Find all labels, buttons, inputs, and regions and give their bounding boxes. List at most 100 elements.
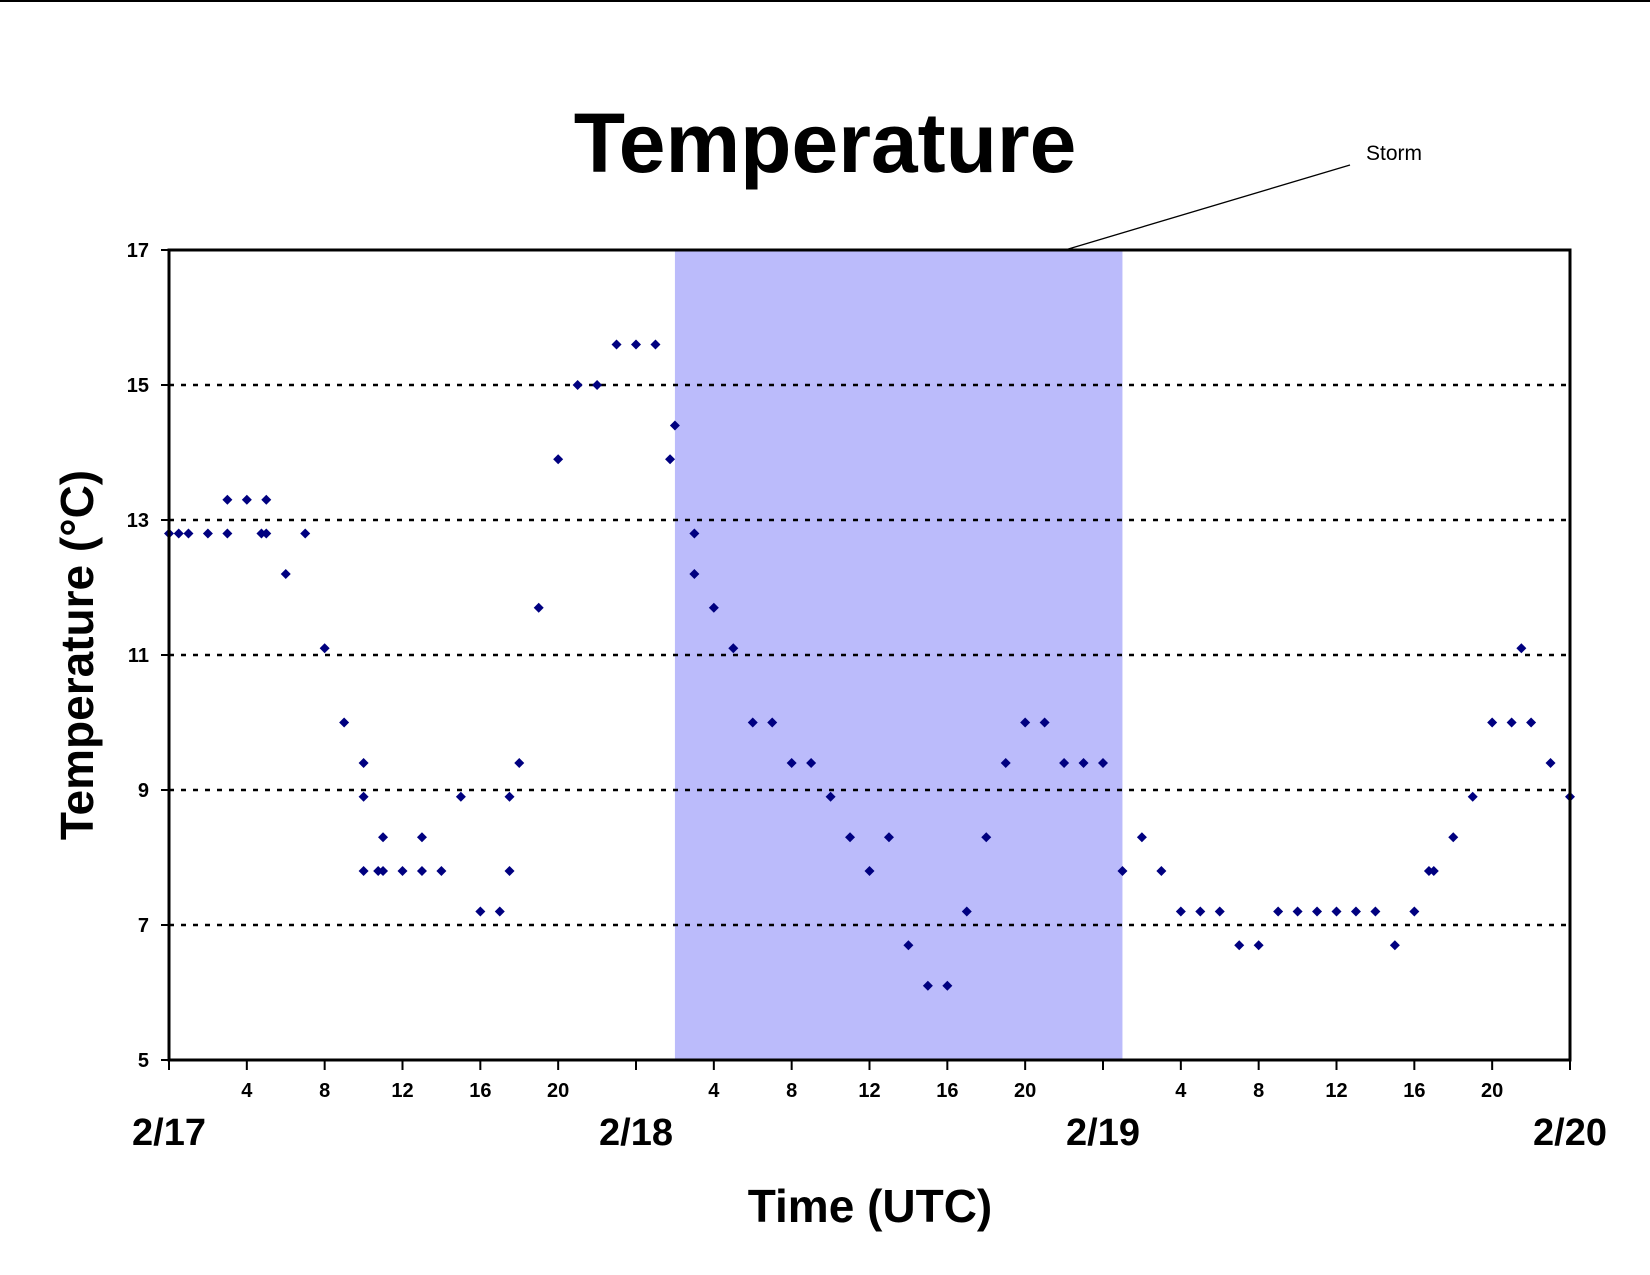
data-point — [358, 791, 369, 802]
date-label: 2/19 — [1066, 1112, 1140, 1154]
data-point — [475, 906, 486, 917]
data-point — [903, 940, 914, 951]
data-point — [183, 528, 194, 539]
data-point — [553, 454, 564, 465]
data-point — [806, 758, 817, 768]
data-point — [961, 906, 972, 917]
data-point — [241, 494, 252, 505]
data-point — [1273, 906, 1284, 917]
data-point — [922, 980, 933, 991]
date-label: 2/17 — [132, 1112, 206, 1154]
data-point — [504, 866, 515, 876]
data-point — [1000, 758, 1011, 768]
data-point — [514, 758, 525, 768]
data-point — [1516, 643, 1527, 654]
data-point — [981, 832, 992, 843]
chart-title: Temperature — [574, 96, 1077, 190]
data-point — [1195, 906, 1206, 917]
data-point — [1428, 866, 1439, 876]
data-point — [261, 528, 272, 539]
data-point — [665, 454, 676, 465]
x-tick-label: 20 — [1481, 1080, 1503, 1102]
x-tick-label: 8 — [786, 1080, 797, 1102]
data-point — [1389, 940, 1400, 951]
data-point — [1020, 717, 1031, 728]
data-point — [533, 602, 544, 613]
x-tick-label: 4 — [241, 1080, 253, 1102]
x-tick-label: 16 — [469, 1080, 491, 1102]
data-point — [883, 832, 894, 843]
data-point — [1292, 906, 1303, 917]
data-point — [1350, 906, 1361, 917]
x-tick-label: 12 — [858, 1080, 880, 1102]
data-point — [1098, 758, 1108, 768]
x-tick-label: 16 — [936, 1080, 958, 1102]
y-tick-label: 15 — [127, 375, 149, 397]
y-axis-title: Temperature (°C) — [51, 470, 103, 840]
data-point — [845, 832, 856, 843]
data-point — [1409, 906, 1420, 917]
data-point — [358, 866, 369, 876]
storm-annotation-line — [1064, 164, 1351, 251]
y-tick-label: 9 — [138, 780, 149, 802]
data-point — [786, 758, 797, 768]
data-point — [689, 569, 700, 579]
data-point — [261, 494, 272, 505]
data-point — [1214, 906, 1225, 917]
data-point — [416, 832, 427, 843]
data-point — [669, 420, 680, 431]
data-point — [1506, 717, 1517, 728]
data-point — [202, 528, 213, 539]
data-point — [825, 791, 836, 802]
data-point — [611, 339, 622, 350]
data-point — [1136, 832, 1147, 843]
data-point — [339, 717, 350, 728]
x-axis-title: Time (UTC) — [748, 1180, 993, 1232]
data-point — [494, 906, 505, 917]
data-point — [504, 791, 515, 802]
data-point — [1059, 758, 1070, 768]
top-border-line — [0, 0, 1650, 2]
date-label: 2/20 — [1533, 1112, 1607, 1154]
data-point — [767, 717, 778, 728]
data-point — [416, 866, 427, 876]
storm-annotation-label: Storm — [1366, 142, 1422, 165]
data-point — [1526, 717, 1537, 728]
data-point — [1156, 866, 1167, 876]
y-tick-label: 7 — [138, 915, 149, 937]
data-point — [708, 602, 719, 613]
x-tick-label: 8 — [1253, 1080, 1264, 1102]
storm-band — [674, 250, 1123, 1060]
x-tick-label: 4 — [708, 1080, 720, 1102]
data-point — [436, 866, 447, 876]
data-point — [1234, 940, 1245, 951]
data-point — [455, 791, 466, 802]
x-tick-label: 20 — [547, 1080, 569, 1102]
x-tick-label: 16 — [1403, 1080, 1425, 1102]
data-point — [942, 980, 953, 991]
data-point — [689, 528, 700, 539]
data-point — [1487, 717, 1498, 728]
y-tick-label: 5 — [138, 1050, 149, 1072]
data-point — [1175, 906, 1186, 917]
y-tick-label: 11 — [128, 645, 149, 667]
data-point — [728, 643, 739, 654]
data-point — [1448, 832, 1459, 843]
data-point — [1467, 791, 1478, 802]
data-point — [378, 832, 389, 843]
x-tick-label: 4 — [1175, 1080, 1187, 1102]
data-point — [173, 528, 184, 539]
data-point — [1331, 906, 1342, 917]
data-point — [747, 717, 758, 728]
data-point — [1078, 758, 1089, 768]
data-point — [631, 339, 641, 350]
data-point — [1312, 906, 1323, 917]
data-point — [572, 380, 583, 390]
data-point — [1253, 940, 1264, 951]
data-point — [280, 569, 291, 579]
data-point — [358, 758, 369, 768]
data-point — [378, 866, 389, 876]
data-point — [300, 528, 311, 539]
data-point — [222, 494, 233, 505]
